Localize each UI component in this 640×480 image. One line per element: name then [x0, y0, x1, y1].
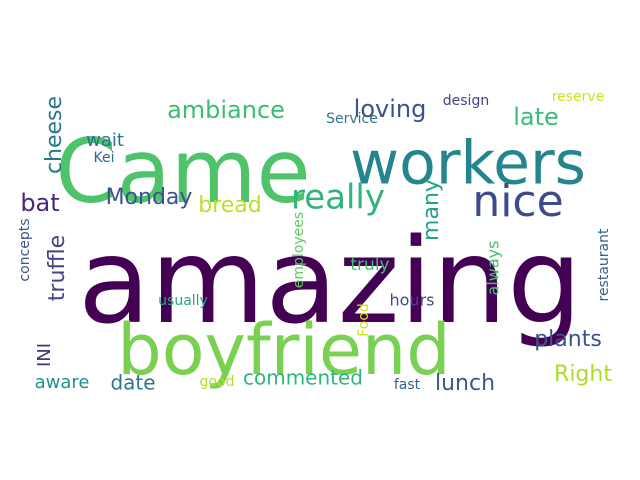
- word-usually: usually: [158, 293, 208, 309]
- word-ini: INI: [34, 343, 55, 367]
- word-right: Right: [554, 362, 612, 387]
- word-came: Came: [55, 120, 310, 223]
- word-workers: workers: [350, 129, 586, 199]
- word-restaurant: restaurant: [596, 228, 612, 302]
- word-loving: loving: [354, 95, 427, 123]
- word-truffle: truffle: [45, 235, 70, 301]
- word-good: good: [200, 374, 235, 390]
- word-wait: wait: [86, 130, 124, 151]
- word-lunch: lunch: [435, 371, 495, 396]
- word-aware: aware: [35, 372, 90, 393]
- word-design: design: [443, 93, 489, 109]
- word-fast: fast: [394, 377, 421, 393]
- word-concepts: concepts: [17, 218, 33, 281]
- word-always: always: [484, 241, 503, 296]
- word-date: date: [110, 371, 155, 395]
- word-monday: Monday: [106, 185, 193, 210]
- word-cheese: cheese: [42, 96, 67, 174]
- word-bat: bat: [20, 189, 59, 217]
- word-amazing: amazing: [78, 212, 582, 350]
- word-really: really: [291, 178, 385, 218]
- word-many: many: [419, 179, 444, 241]
- word-service: Service: [326, 111, 378, 127]
- word-nice: nice: [472, 176, 563, 227]
- word-truly: truly: [350, 255, 389, 275]
- word-kei: Kei: [94, 150, 115, 166]
- word-reserve: reserve: [552, 89, 605, 105]
- word-boyfriend: boyfriend: [117, 309, 450, 391]
- word-late: late: [513, 103, 559, 131]
- word-bread: bread: [198, 193, 262, 218]
- word-employees: employees: [291, 212, 307, 288]
- word-plants: plants: [534, 327, 602, 352]
- word-hours: hours: [390, 291, 435, 310]
- word-commented: commented: [243, 366, 363, 390]
- word-ambiance: ambiance: [167, 96, 285, 124]
- word-food: Food: [356, 303, 372, 337]
